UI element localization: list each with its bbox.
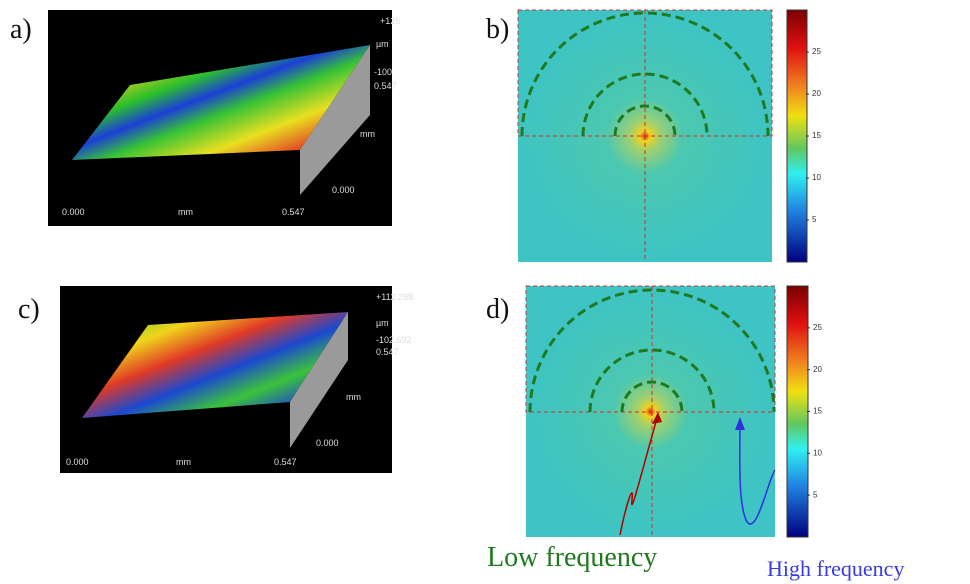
surface bbox=[72, 45, 370, 160]
region bbox=[525, 285, 776, 413]
axis-label: µm bbox=[376, 39, 389, 49]
frequency-rings bbox=[520, 11, 770, 137]
panel-label: b) bbox=[486, 14, 509, 45]
axis-label: mm bbox=[178, 207, 193, 217]
colorbar bbox=[786, 285, 809, 538]
axis-label: 0.547 bbox=[282, 207, 305, 217]
colorbar-tick-label: 5 bbox=[813, 490, 818, 499]
panel-label: d) bbox=[486, 294, 509, 325]
colorbar-tick-label: 25 bbox=[813, 323, 822, 332]
panel-label: a) bbox=[10, 14, 32, 45]
axis-label: 0.000 bbox=[316, 438, 339, 448]
axis-label: -100 bbox=[374, 67, 392, 77]
axis-label: 0.547 bbox=[376, 347, 399, 357]
colorbar-tick-label: 15 bbox=[813, 407, 822, 416]
annotation: High frequency bbox=[767, 556, 904, 581]
arrowhead bbox=[652, 412, 662, 424]
axis-label: 0.000 bbox=[332, 185, 355, 195]
high-frequency-arrow bbox=[739, 419, 776, 525]
colorbar-tick-label: 25 bbox=[812, 47, 821, 56]
surface bbox=[82, 312, 348, 418]
colorbar-tick-label: 10 bbox=[812, 173, 821, 182]
colorbar-ticks: 5 10 15 20 25 bbox=[806, 47, 821, 224]
axis-label: µm bbox=[376, 318, 389, 328]
axis-label: 0.547 bbox=[274, 457, 297, 467]
axis-label: -102.692 bbox=[376, 335, 412, 345]
colorbar-tick-label: 5 bbox=[812, 215, 817, 224]
axis-label: +112.288 bbox=[376, 292, 413, 302]
axis-label: mm bbox=[360, 129, 375, 139]
axis-label: +126 bbox=[380, 16, 400, 26]
axis-label: 0.000 bbox=[62, 207, 85, 217]
colorbar-tick-label: 10 bbox=[813, 448, 822, 457]
annotation: Low frequency bbox=[487, 542, 657, 573]
colorbar-tick-label: 20 bbox=[813, 365, 822, 374]
axis-label: 0.547 bbox=[374, 81, 397, 91]
surface-side bbox=[290, 312, 348, 448]
colorbar-tick-label: 15 bbox=[812, 131, 821, 140]
arrowhead bbox=[735, 417, 745, 430]
axis-label: mm bbox=[346, 392, 361, 402]
axis-label: mm bbox=[176, 457, 191, 467]
colorbar bbox=[786, 9, 808, 263]
panel-label: c) bbox=[18, 294, 40, 325]
colorbar-ticks: 5 10 15 20 25 bbox=[807, 323, 822, 499]
surface-side bbox=[300, 45, 370, 195]
frequency-rings bbox=[528, 288, 776, 413]
colorbar-tick-label: 20 bbox=[812, 89, 821, 98]
low-frequency-arrow bbox=[619, 414, 659, 536]
axis-label: 0.000 bbox=[66, 457, 89, 467]
